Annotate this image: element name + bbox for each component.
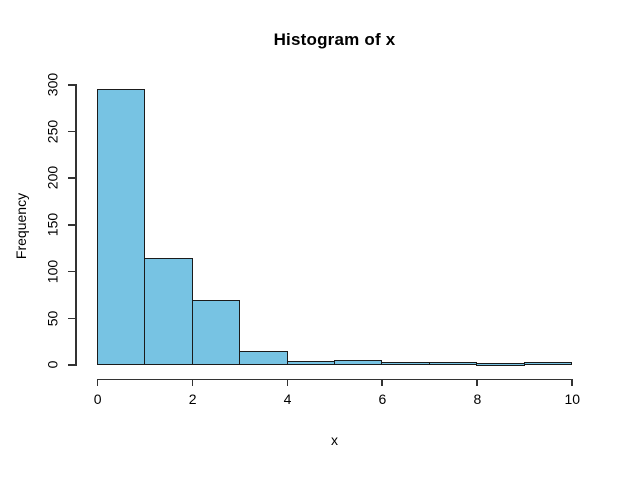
y-axis-tick [68,130,75,133]
y-axis-tick [68,364,75,366]
histogram-bar [428,362,478,366]
x-axis-tick [286,378,289,386]
y-tick-label: 0 [44,360,60,369]
histogram-bar [239,351,288,366]
histogram-bar [476,363,525,366]
y-axis-tick [68,177,75,180]
y-tick-label: 250 [44,119,60,143]
x-tick-label: 8 [473,390,482,407]
histogram-bar [144,257,193,366]
y-axis-label: Frequency [13,192,29,260]
histogram-bar [523,362,573,366]
y-axis-tick [68,317,75,320]
y-axis-line [75,84,77,366]
histogram-bar [286,361,335,366]
x-axis-line [96,378,573,381]
x-axis-tick [381,378,384,386]
y-axis-tick [68,84,75,86]
x-axis-tick [476,378,478,386]
histogram-bar [381,362,430,366]
x-axis-tick [571,378,573,386]
x-tick-label: 6 [378,390,387,407]
histogram-bar [96,88,146,366]
x-axis-label: x [331,432,338,448]
chart-title: Histogram of x [273,30,396,49]
histogram-bar [334,359,383,366]
y-tick-label: 100 [44,259,60,284]
y-tick-label: 150 [44,212,60,237]
x-tick-label: 2 [188,390,197,407]
x-axis-tick [191,378,194,386]
y-tick-label: 200 [44,166,60,190]
y-axis-tick [68,270,75,273]
x-axis-tick [96,378,99,386]
histogram-bar [191,299,241,366]
x-tick-label: 4 [283,390,292,407]
y-tick-label: 50 [44,310,60,326]
x-tick-label: 10 [564,390,581,407]
y-tick-label: 300 [44,72,60,97]
x-tick-label: 0 [93,390,102,407]
y-axis-tick [68,224,75,226]
